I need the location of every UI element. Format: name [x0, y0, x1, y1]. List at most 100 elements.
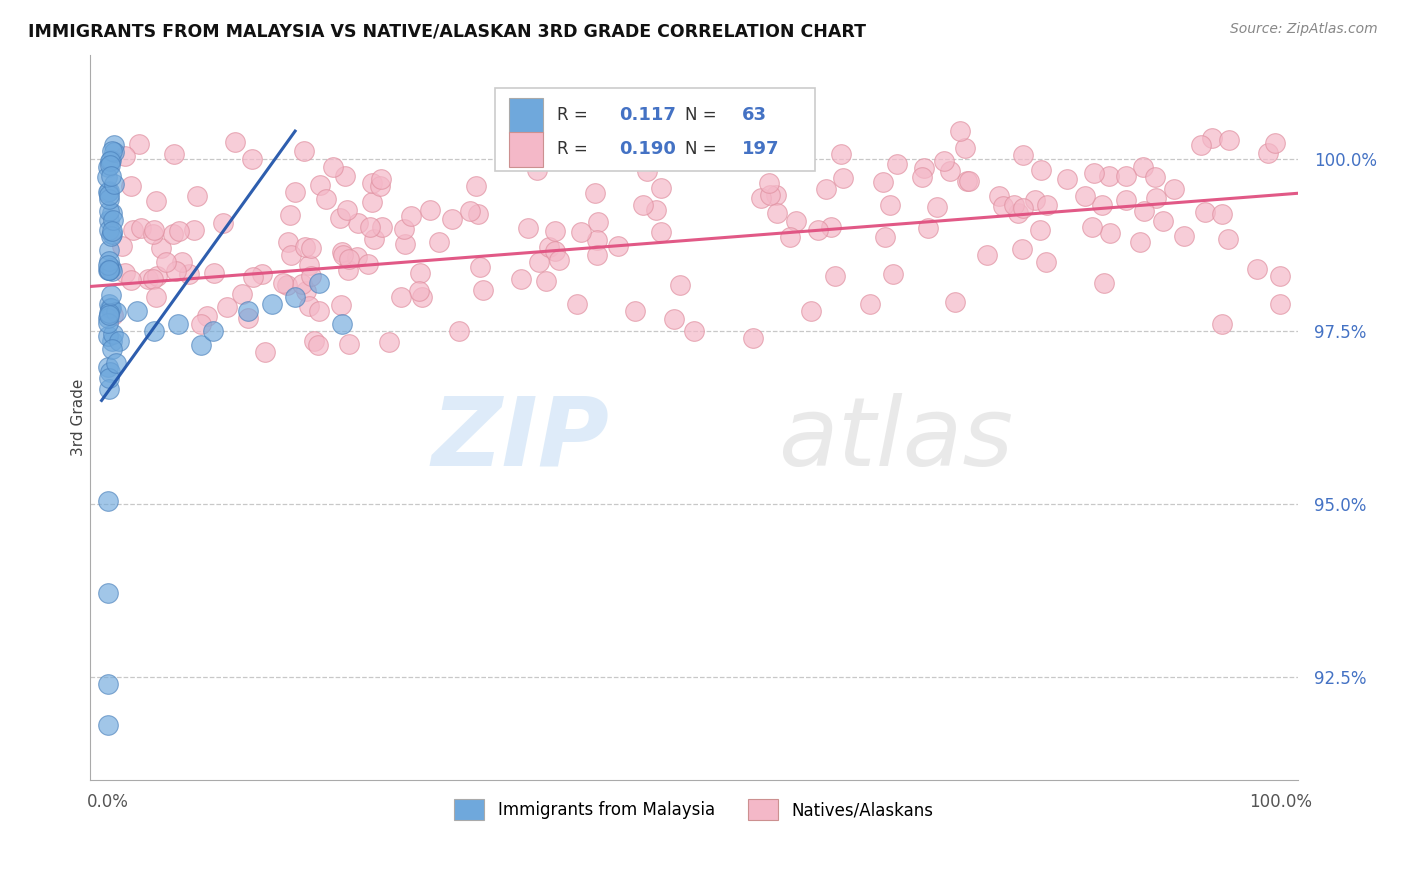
Point — [101, 223, 124, 237]
Point — [108, 334, 131, 348]
Point — [1194, 204, 1216, 219]
Text: atlas: atlas — [779, 393, 1014, 486]
Point — [142, 227, 165, 242]
Point — [215, 301, 238, 315]
Point — [101, 342, 124, 356]
Point — [987, 189, 1010, 203]
Point — [411, 290, 433, 304]
Point — [785, 214, 807, 228]
Point — [98, 301, 121, 315]
Point — [1211, 207, 1233, 221]
Point — [302, 334, 325, 348]
Point — [1132, 161, 1154, 175]
Point — [238, 303, 260, 318]
Point — [544, 244, 567, 259]
Point — [172, 254, 194, 268]
Point — [250, 267, 273, 281]
Point — [741, 331, 763, 345]
Point — [143, 223, 166, 237]
Point — [97, 258, 120, 272]
Point — [1264, 136, 1286, 150]
Point — [1133, 204, 1156, 219]
Point — [394, 237, 416, 252]
Point — [100, 169, 122, 183]
Point — [1152, 214, 1174, 228]
Point — [98, 365, 121, 379]
Point — [128, 137, 150, 152]
Point — [363, 232, 385, 246]
Text: 197: 197 — [742, 140, 780, 159]
Point — [371, 220, 394, 235]
Point — [114, 266, 136, 280]
Point — [309, 178, 332, 192]
Point — [650, 180, 672, 194]
Point — [1081, 219, 1104, 234]
Y-axis label: 3rd Grade: 3rd Grade — [72, 379, 86, 457]
Text: 0.190: 0.190 — [619, 140, 676, 159]
Point — [1129, 235, 1152, 249]
Point — [238, 310, 260, 325]
Point — [280, 248, 302, 262]
Point — [298, 299, 321, 313]
Point — [1115, 193, 1137, 207]
Point — [547, 252, 569, 267]
Point — [471, 283, 494, 297]
Point — [299, 242, 322, 256]
Point — [98, 243, 121, 257]
Point — [683, 325, 706, 339]
Point — [1091, 198, 1114, 212]
Point — [976, 248, 998, 262]
Point — [467, 206, 489, 220]
Point — [815, 182, 838, 196]
Point — [1211, 318, 1233, 332]
Point — [114, 149, 136, 163]
Point — [145, 290, 167, 304]
Text: 63: 63 — [742, 106, 768, 124]
Point — [468, 260, 491, 274]
FancyBboxPatch shape — [495, 87, 814, 171]
Point — [628, 135, 651, 149]
Point — [103, 145, 125, 160]
Point — [1007, 206, 1029, 220]
Point — [308, 276, 330, 290]
Point — [759, 188, 782, 202]
Point — [103, 327, 125, 342]
Point — [636, 164, 658, 178]
Point — [284, 185, 307, 199]
Point — [98, 297, 121, 311]
Point — [911, 169, 934, 184]
Point — [536, 274, 558, 288]
Point — [103, 308, 125, 322]
Text: 0.117: 0.117 — [619, 106, 676, 124]
Point — [389, 290, 412, 304]
Point — [98, 213, 121, 227]
Point — [882, 267, 904, 281]
Point — [97, 253, 120, 268]
Point — [240, 152, 263, 166]
Point — [1099, 226, 1122, 240]
Point — [765, 188, 787, 202]
Text: R =: R = — [557, 106, 593, 124]
Point — [166, 318, 188, 332]
Point — [370, 172, 392, 186]
Point — [278, 208, 301, 222]
Point — [101, 227, 124, 241]
Point — [97, 718, 120, 732]
Point — [100, 301, 122, 315]
Text: R =: R = — [557, 140, 593, 159]
Point — [322, 160, 344, 174]
Point — [337, 252, 360, 267]
Point — [1011, 242, 1033, 256]
Point — [765, 206, 787, 220]
Point — [586, 215, 609, 229]
Point — [129, 220, 152, 235]
Point — [1270, 297, 1292, 311]
Point — [201, 325, 224, 339]
Point — [97, 329, 120, 343]
Point — [121, 222, 143, 236]
Point — [97, 360, 120, 375]
Point — [149, 241, 172, 255]
Point — [315, 192, 337, 206]
Point — [582, 139, 605, 153]
Point — [299, 268, 322, 283]
